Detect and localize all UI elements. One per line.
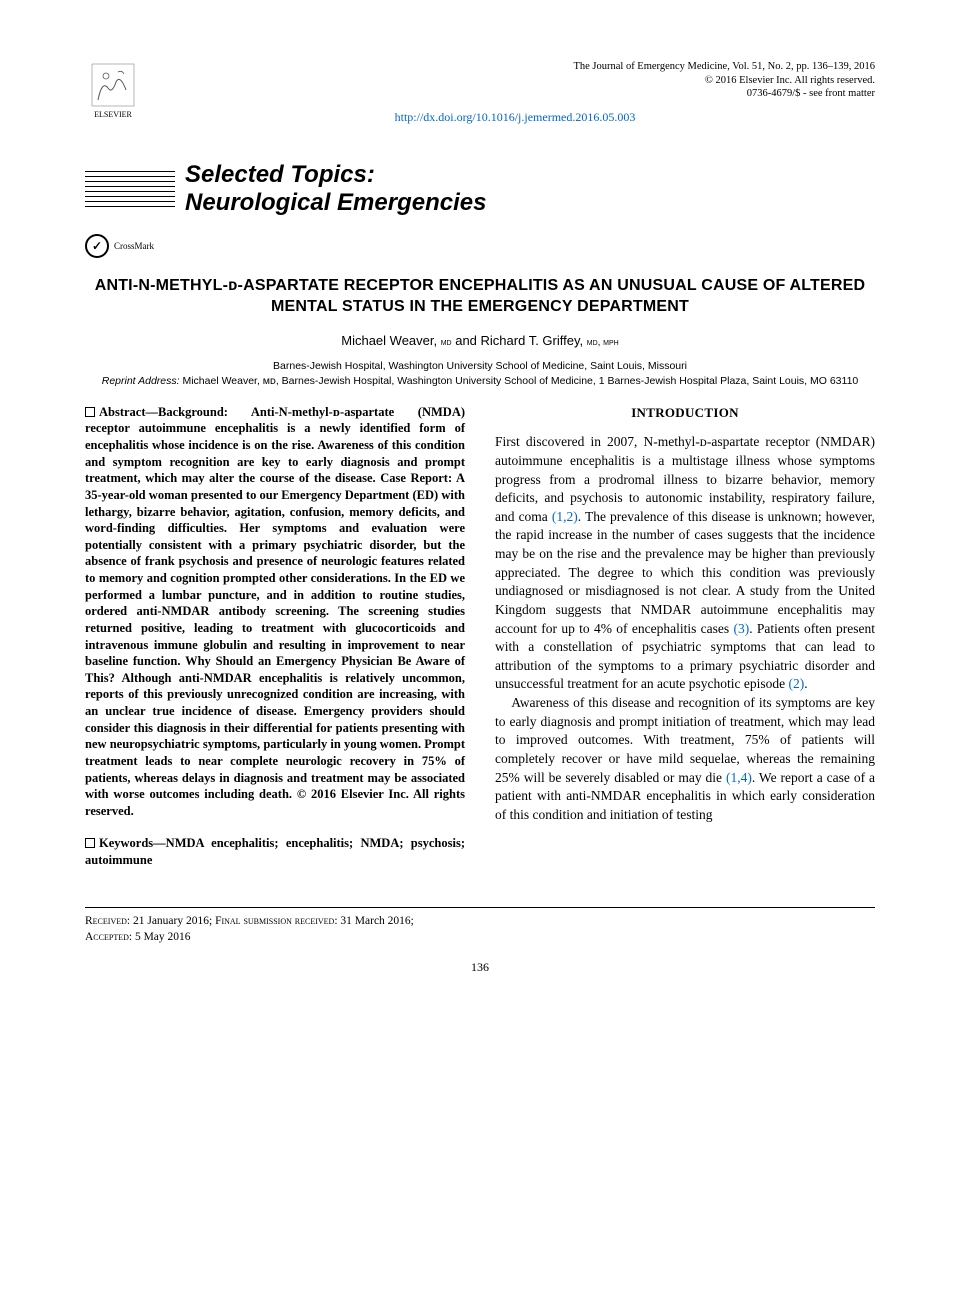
- reprint-label: Reprint Address:: [102, 375, 180, 387]
- journal-line: The Journal of Emergency Medicine, Vol. …: [155, 60, 875, 74]
- abstract-lead: Abstract—Background:: [99, 405, 228, 419]
- doi-link[interactable]: http://dx.doi.org/10.1016/j.jemermed.201…: [395, 110, 636, 124]
- ref-link[interactable]: (2): [789, 676, 805, 691]
- ref-link[interactable]: (1,4): [726, 770, 752, 785]
- intro-paragraph-2: Awareness of this disease and recognitio…: [495, 694, 875, 824]
- received-date: 21 January 2016;: [133, 915, 212, 927]
- introduction-heading: INTRODUCTION: [495, 404, 875, 422]
- intro-paragraph-1: First discovered in 2007, N-methyl-ᴅ-asp…: [495, 433, 875, 694]
- ref-link[interactable]: (1,2): [552, 509, 578, 524]
- authors: Michael Weaver, md and Richard T. Griffe…: [85, 332, 875, 350]
- final-date: 31 March 2016;: [340, 915, 413, 927]
- journal-meta: The Journal of Emergency Medicine, Vol. …: [155, 60, 875, 101]
- keywords: Keywords—NMDA encephalitis; encephalitis…: [85, 835, 465, 869]
- article-title: ANTI-N-METHYL-ᴅ-ASPARTATE RECEPTOR ENCEP…: [85, 276, 875, 318]
- banner-line-1: Selected Topics:: [185, 161, 486, 189]
- crossmark-label: CrossMark: [114, 240, 154, 252]
- ref-link[interactable]: (3): [733, 621, 749, 636]
- elsevier-label: ELSEVIER: [94, 110, 132, 121]
- elsevier-logo: ELSEVIER: [85, 60, 141, 122]
- keywords-lead: Keywords—: [99, 836, 166, 850]
- page-number: 136: [85, 959, 875, 975]
- affiliation: Barnes-Jewish Hospital, Washington Unive…: [85, 359, 875, 373]
- section-banner: Selected Topics: Neurological Emergencie…: [85, 161, 875, 216]
- final-label: Final submission received:: [215, 915, 337, 927]
- crossmark-badge[interactable]: ✓ CrossMark: [85, 234, 154, 258]
- doi-line: http://dx.doi.org/10.1016/j.jemermed.201…: [155, 109, 875, 125]
- square-bullet-icon: [85, 838, 95, 848]
- issn-line: 0736-4679/$ - see front matter: [155, 87, 875, 101]
- crossmark-icon: ✓: [85, 234, 109, 258]
- abstract: Abstract—Background: Anti-N-methyl-ᴅ-asp…: [85, 404, 465, 820]
- abstract-body: Anti-N-methyl-ᴅ-aspartate (NMDA) recepto…: [85, 405, 465, 818]
- accepted-date: 5 May 2016: [135, 931, 191, 943]
- reprint-address: Michael Weaver, ᴍᴅ, Barnes-Jewish Hospit…: [182, 375, 858, 387]
- accepted-label: Accepted:: [85, 931, 132, 943]
- footer-rule: [85, 907, 875, 908]
- square-bullet-icon: [85, 407, 95, 417]
- copyright-line: © 2016 Elsevier Inc. All rights reserved…: [155, 74, 875, 88]
- received-label: Received:: [85, 915, 130, 927]
- manuscript-dates: Received: 21 January 2016; Final submiss…: [85, 914, 875, 945]
- banner-line-2: Neurological Emergencies: [185, 189, 486, 217]
- banner-rule-icon: [85, 171, 175, 207]
- affiliation-block: Barnes-Jewish Hospital, Washington Unive…: [85, 359, 875, 387]
